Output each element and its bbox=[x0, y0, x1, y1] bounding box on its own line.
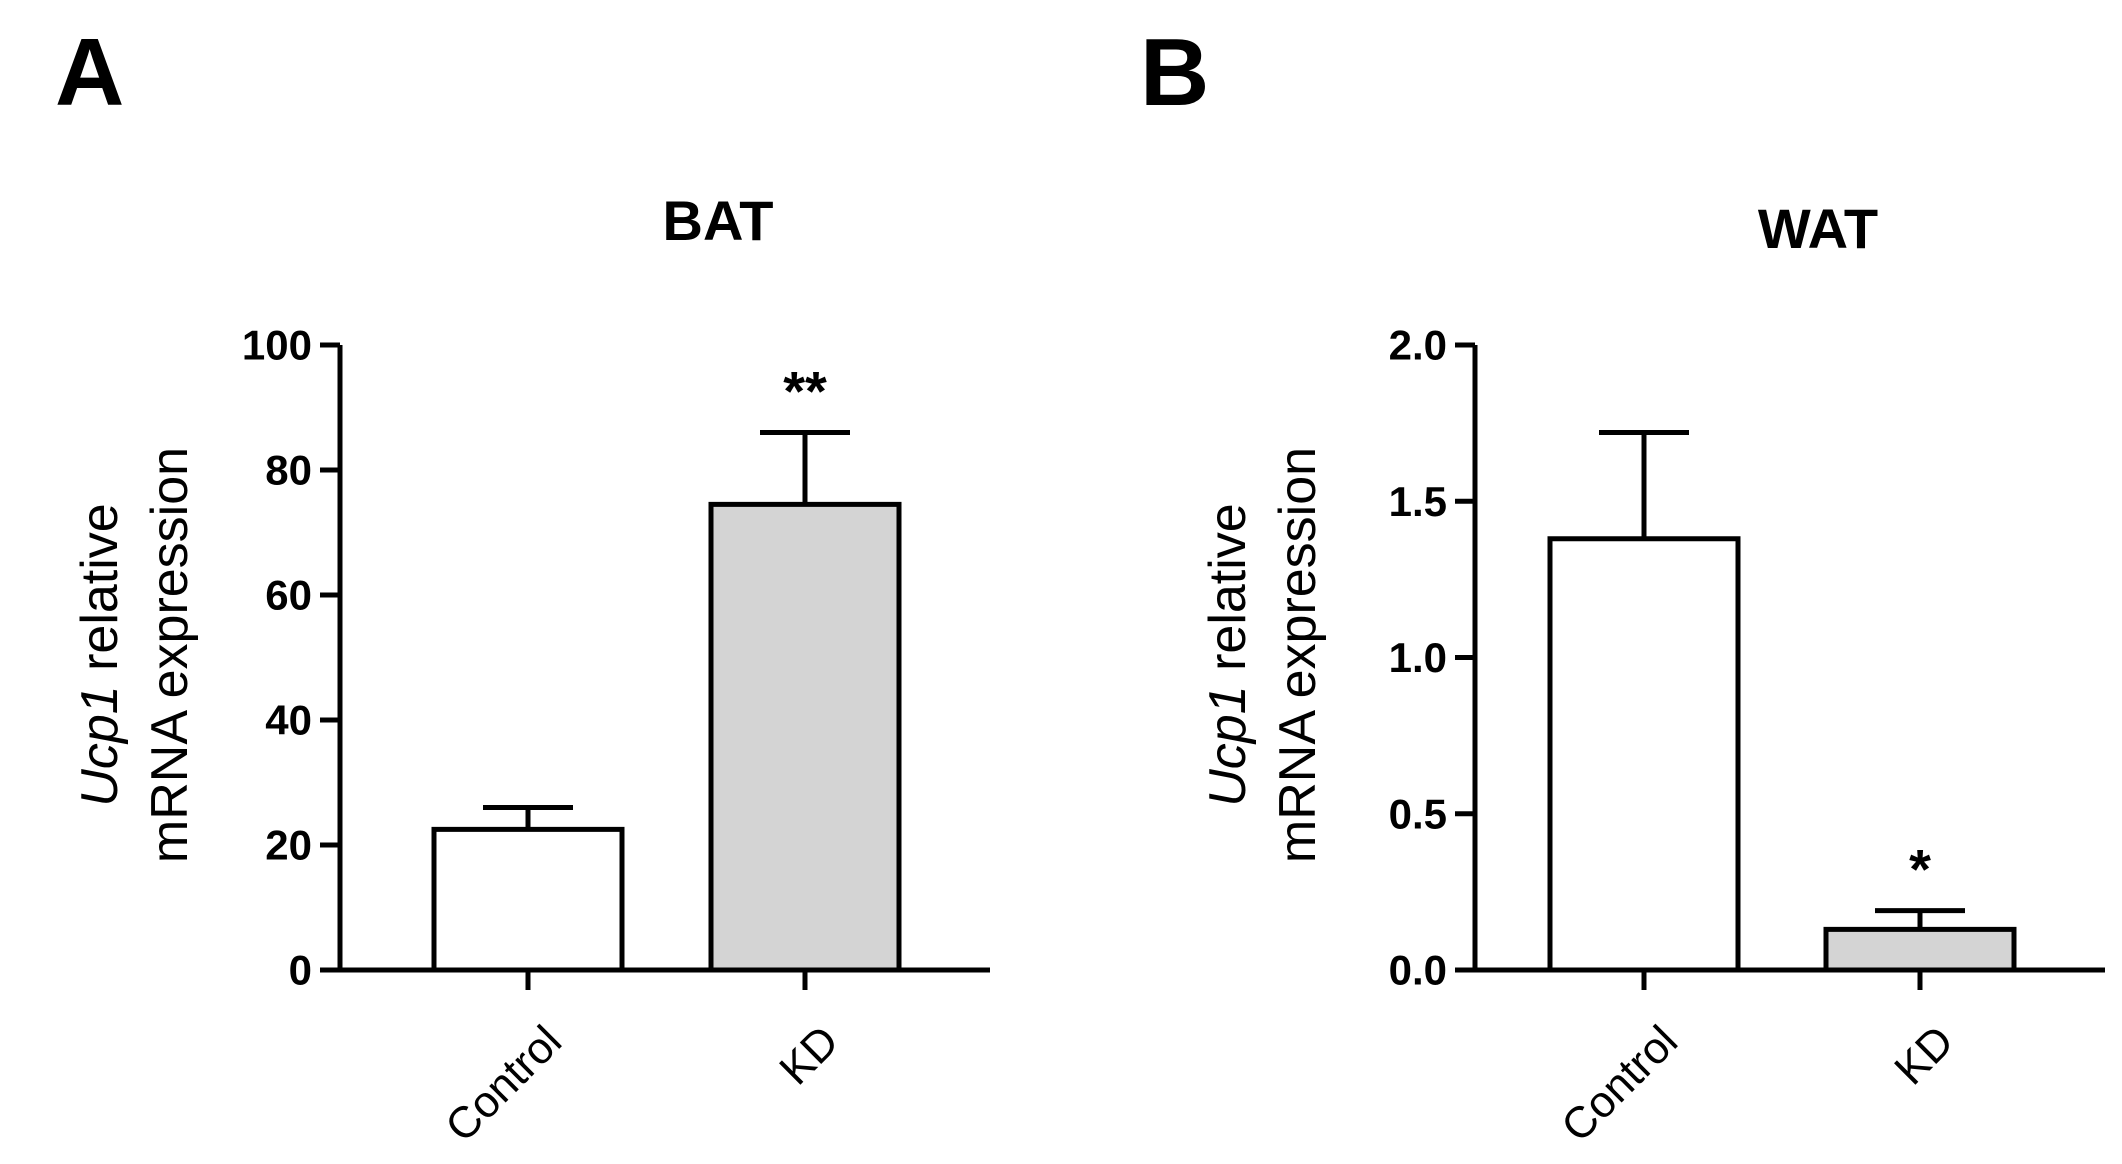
y-axis-label-line1: Ucp1 relative bbox=[71, 503, 129, 806]
y-tick-label: 100 bbox=[242, 322, 312, 369]
y-axis-label-rest: relative bbox=[1199, 503, 1257, 685]
y-tick-label: 80 bbox=[265, 447, 312, 494]
y-tick-label: 60 bbox=[265, 572, 312, 619]
bar-control bbox=[1547, 536, 1741, 973]
y-axis-label-line1: Ucp1 relative bbox=[1199, 503, 1257, 806]
chart-title: WAT bbox=[1758, 197, 1878, 260]
y-tick-label: 0 bbox=[289, 947, 312, 994]
y-tick-label: 1.0 bbox=[1389, 634, 1447, 681]
y-tick-label: 2.0 bbox=[1389, 322, 1447, 369]
bar-kd bbox=[1823, 926, 2017, 973]
y-axis-label-rest: relative bbox=[71, 503, 129, 685]
panel-b: B WAT Ucp1 relative mRNA expression 0.0 0.5 1.… bbox=[1140, 19, 2105, 1151]
y-tick-label: 0.5 bbox=[1389, 790, 1447, 837]
x-category-label: Control bbox=[436, 1016, 571, 1151]
significance-marker: ** bbox=[783, 360, 827, 423]
x-category-label: Control bbox=[1552, 1016, 1687, 1151]
bar-kd bbox=[708, 501, 902, 973]
y-axis-label-line2: mRNA expression bbox=[141, 447, 199, 863]
panel-letter: A bbox=[55, 19, 124, 126]
panel-a: A BAT Ucp1 relative mRNA expression 0 20 40 60 8… bbox=[55, 19, 990, 1151]
x-category-label: KD bbox=[770, 1016, 848, 1094]
significance-marker: * bbox=[1909, 838, 1931, 901]
chart-title: BAT bbox=[663, 189, 774, 252]
y-tick-label: 1.5 bbox=[1389, 478, 1447, 525]
y-axis-label-line2: mRNA expression bbox=[1269, 447, 1327, 863]
panel-letter: B bbox=[1140, 19, 1209, 126]
y-tick-label: 0.0 bbox=[1389, 947, 1447, 994]
y-axis-label-gene: Ucp1 bbox=[71, 685, 129, 806]
x-category-label: KD bbox=[1885, 1016, 1963, 1094]
y-axis-label-gene: Ucp1 bbox=[1199, 685, 1257, 806]
y-tick-label: 20 bbox=[265, 822, 312, 869]
bar-control bbox=[431, 826, 625, 973]
y-tick-label: 40 bbox=[265, 697, 312, 744]
